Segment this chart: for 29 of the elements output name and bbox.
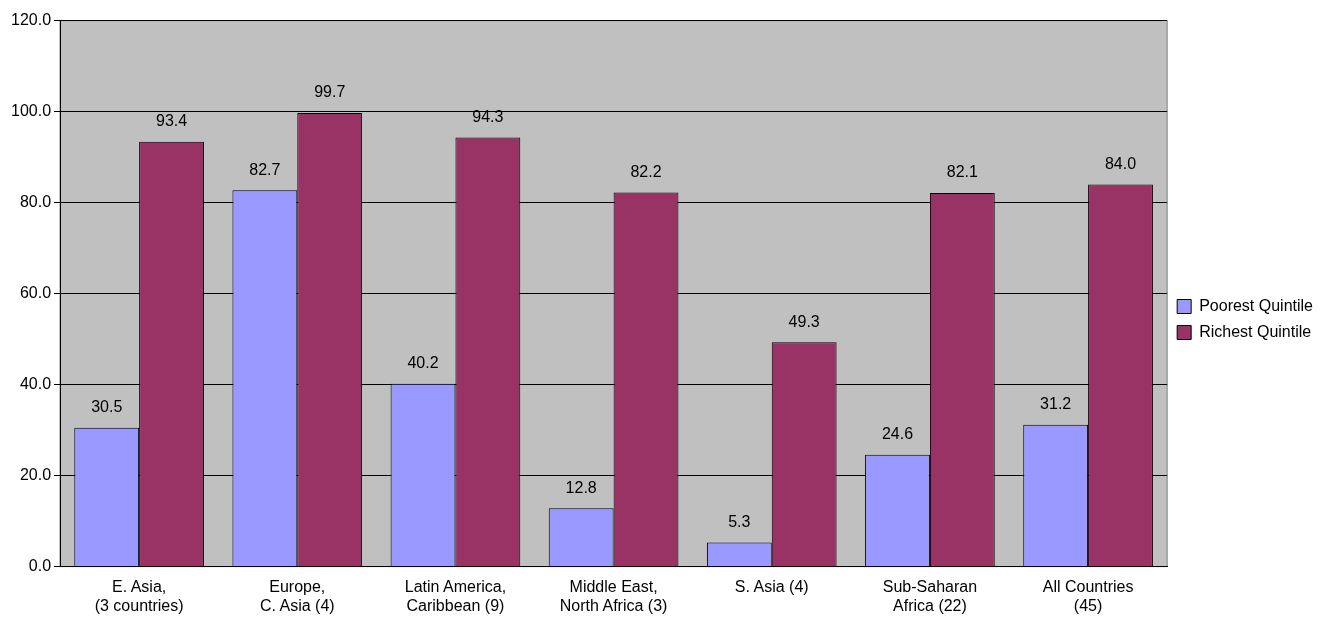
y-tick-label: 40.0 bbox=[19, 375, 52, 393]
data-label: 99.7 bbox=[314, 83, 346, 101]
data-label: 5.3 bbox=[728, 512, 751, 530]
y-tick-label: 80.0 bbox=[19, 193, 52, 211]
x-tick-label: E. Asia, (3 countries) bbox=[94, 577, 184, 614]
y-tick-label: 20.0 bbox=[19, 466, 52, 484]
legend-label: Richest Quintile bbox=[1199, 322, 1312, 340]
data-label: 24.6 bbox=[881, 425, 914, 443]
y-tick-label: 120.0 bbox=[10, 11, 52, 29]
data-label: 30.5 bbox=[91, 398, 123, 416]
data-label: 93.4 bbox=[155, 112, 188, 130]
x-tick-label: Middle East, North Africa (3) bbox=[559, 577, 668, 614]
data-label: 31.2 bbox=[1040, 395, 1072, 413]
x-tick-label: S. Asia (4) bbox=[734, 577, 809, 595]
y-tick-label: 60.0 bbox=[19, 284, 52, 302]
data-label: 84.0 bbox=[1104, 154, 1137, 172]
data-label: 40.2 bbox=[407, 354, 439, 372]
y-tick-label: 100.0 bbox=[10, 102, 52, 120]
data-label: 12.8 bbox=[565, 478, 597, 496]
y-tick-label: 0.0 bbox=[28, 557, 52, 575]
x-tick-label: All Countries (45) bbox=[1042, 577, 1134, 614]
data-label: 49.3 bbox=[788, 312, 820, 330]
x-tick-label: Latin America, Caribbean (9) bbox=[404, 577, 507, 614]
x-tick-label: Sub-Saharan Africa (22) bbox=[882, 577, 978, 614]
data-label: 82.1 bbox=[946, 163, 979, 181]
data-label: 82.7 bbox=[249, 160, 281, 178]
x-tick-label: Europe, C. Asia (4) bbox=[259, 577, 335, 614]
data-label: 82.2 bbox=[630, 163, 662, 180]
legend-label: Poorest Quintile bbox=[1199, 296, 1314, 314]
